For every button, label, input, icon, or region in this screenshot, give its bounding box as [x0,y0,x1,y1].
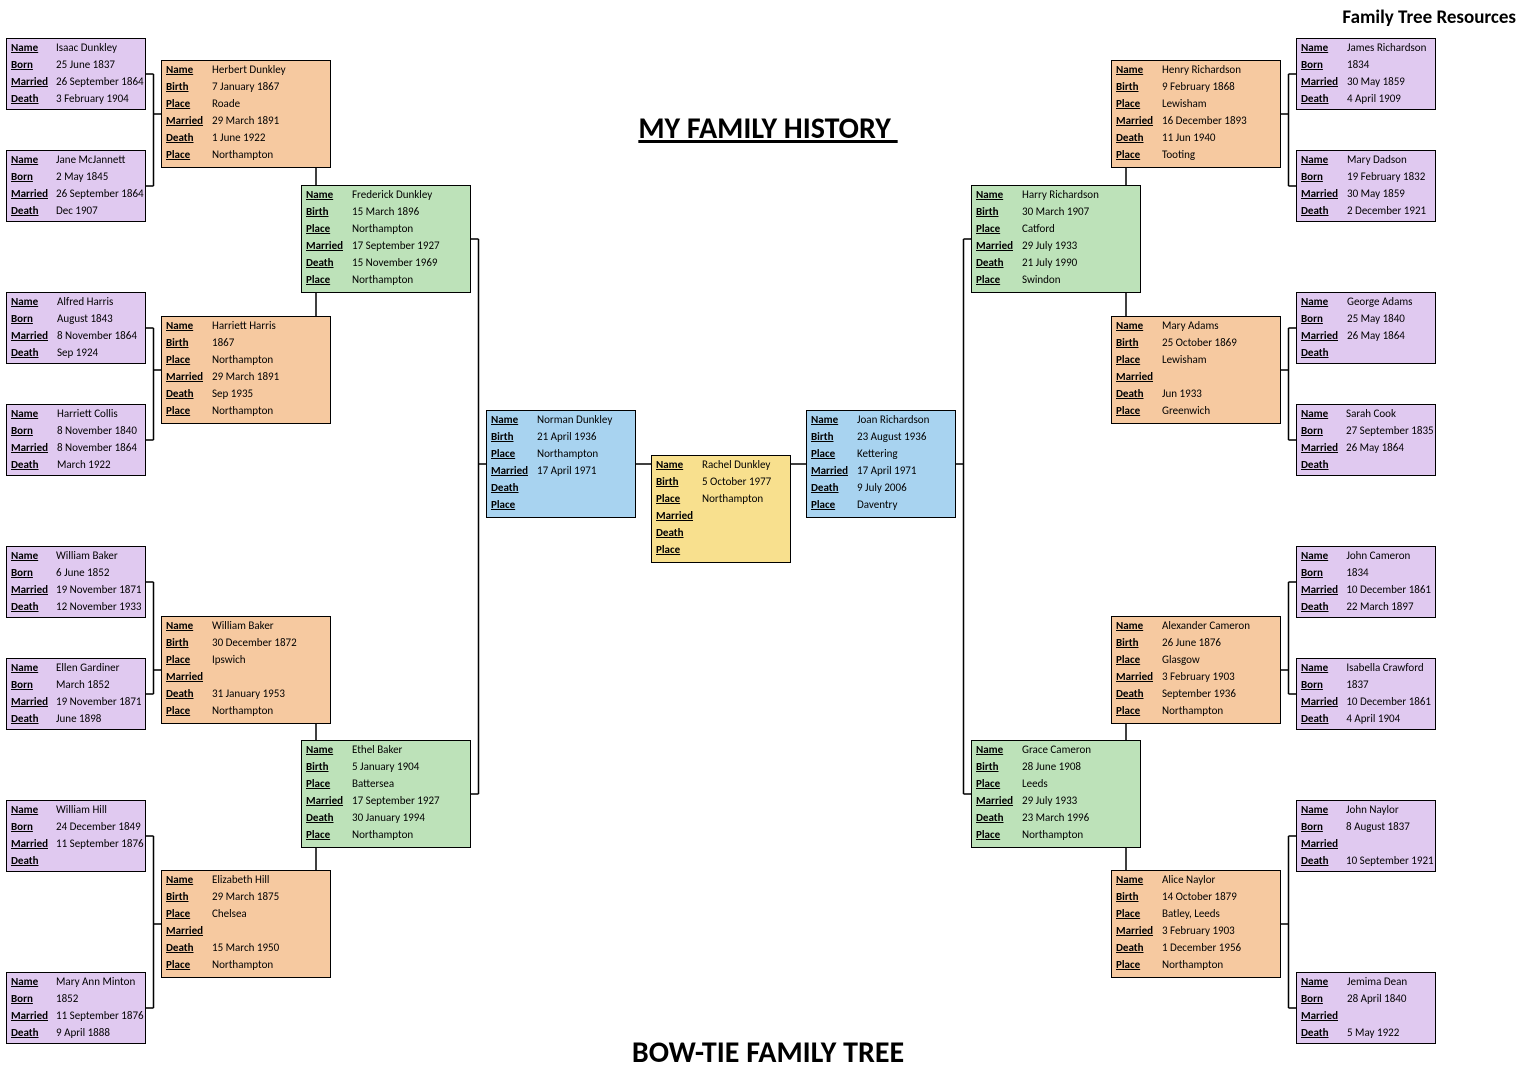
person-g3_9: NameJames RichardsonBorn1834Married30 Ma… [1296,38,1436,110]
person-pgf: NameFrederick DunkleyBirth15 March 1896P… [301,185,471,293]
person-g3_6: NameEllen GardinerBornMarch 1852Married1… [6,658,146,730]
person-pgm: NameEthel BakerBirth5 January 1904PlaceB… [301,740,471,848]
person-mgf: NameHarry RichardsonBirth30 March 1907Pl… [971,185,1141,293]
footer-title: BOW-TIE FAMILY TREE [632,1034,904,1071]
person-center: NameRachel DunkleyBirth5 October 1977Pla… [651,455,791,563]
person-g3_8: NameMary Ann MintonBorn1852Married11 Sep… [6,972,146,1044]
person-gg8: NameAlice NaylorBirth14 October 1879Plac… [1111,870,1281,978]
person-gg4: NameElizabeth HillBirth29 March 1875Plac… [161,870,331,978]
person-g3_16: NameJemima DeanBorn28 April 1840MarriedD… [1296,972,1436,1044]
person-gg3: NameWilliam BakerBirth30 December 1872Pl… [161,616,331,724]
person-mgm: NameGrace CameronBirth28 June 1908PlaceL… [971,740,1141,848]
person-g3_13: NameJohn CameronBorn1834Married10 Decemb… [1296,546,1436,618]
header-resources: Family Tree Resources [1342,6,1516,29]
person-mother: NameJoan RichardsonBirth23 August 1936Pl… [806,410,956,518]
person-g3_1: NameIsaac DunkleyBorn25 June 1837Married… [6,38,146,110]
person-g3_15: NameJohn NaylorBorn8 August 1837MarriedD… [1296,800,1436,872]
person-gg6: NameMary AdamsBirth25 October 1869PlaceL… [1111,316,1281,424]
page-title: MY FAMILY HISTORY [638,110,897,147]
person-g3_5: NameWilliam BakerBorn6 June 1852Married1… [6,546,146,618]
person-gg2: NameHarriett HarrisBirth1867PlaceNortham… [161,316,331,424]
person-g3_14: NameIsabella CrawfordBorn1837Married10 D… [1296,658,1436,730]
person-g3_3: NameAlfred HarrisBornAugust 1843Married8… [6,292,146,364]
person-g3_2: NameJane McJannettBorn2 May 1845Married2… [6,150,146,222]
person-g3_4: NameHarriett CollisBorn8 November 1840Ma… [6,404,146,476]
person-gg1: NameHerbert DunkleyBirth7 January 1867Pl… [161,60,331,168]
person-g3_7: NameWilliam HillBorn24 December 1849Marr… [6,800,146,872]
person-gg7: NameAlexander CameronBirth26 June 1876Pl… [1111,616,1281,724]
person-g3_12: NameSarah CookBorn27 September 1835Marri… [1296,404,1436,476]
person-g3_10: NameMary DadsonBorn19 February 1832Marri… [1296,150,1436,222]
person-gg5: NameHenry RichardsonBirth9 February 1868… [1111,60,1281,168]
person-father: NameNorman DunkleyBirth21 April 1936Plac… [486,410,636,518]
person-g3_11: NameGeorge AdamsBorn25 May 1840Married26… [1296,292,1436,364]
